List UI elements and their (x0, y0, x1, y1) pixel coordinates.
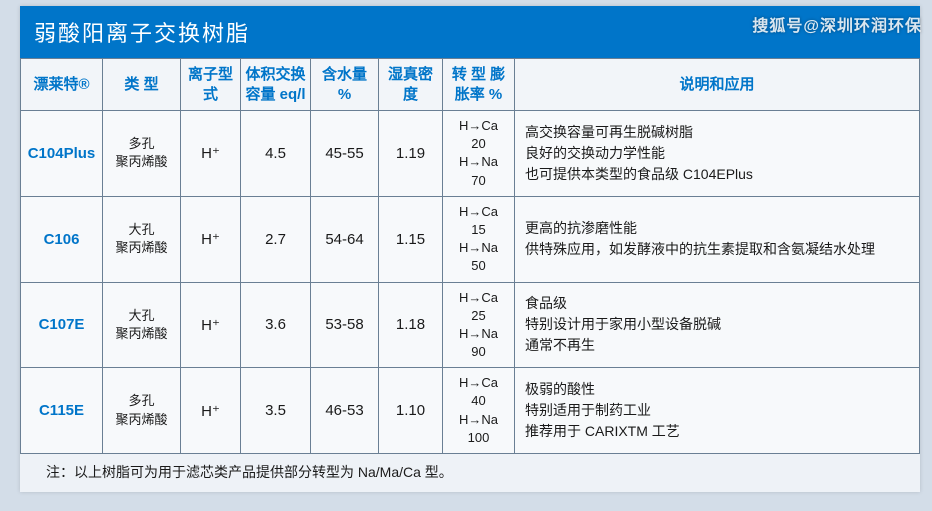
cell-model: C115E (21, 368, 103, 454)
cell-conv: H→Ca20H→Na70 (443, 111, 515, 197)
cell-density: 1.15 (379, 196, 443, 282)
table-row: C104Plus多孔聚丙烯酸H⁺4.545-551.19H→Ca20H→Na70… (21, 111, 920, 197)
cell-model: C104Plus (21, 111, 103, 197)
cell-cap: 2.7 (241, 196, 311, 282)
cell-water: 45-55 (311, 111, 379, 197)
cell-cap: 3.5 (241, 368, 311, 454)
cell-desc: 更高的抗渗磨性能供特殊应用，如发酵液中的抗生素提取和含氨凝结水处理 (515, 196, 920, 282)
cell-cap: 4.5 (241, 111, 311, 197)
cell-ion: H⁺ (181, 282, 241, 368)
col-type: 类 型 (103, 59, 181, 111)
cell-density: 1.18 (379, 282, 443, 368)
cell-desc: 高交换容量可再生脱碱树脂良好的交换动力学性能也可提供本类型的食品级 C104EP… (515, 111, 920, 197)
col-ion: 离子型式 (181, 59, 241, 111)
document-page: 弱酸阳离子交换树脂 漂莱特® 类 型 离子型式 体积交换容量 eq/l 含水量 … (20, 6, 920, 492)
col-water: 含水量 % (311, 59, 379, 111)
col-conv: 转 型 膨胀率 % (443, 59, 515, 111)
cell-type: 大孔聚丙烯酸 (103, 196, 181, 282)
col-cap: 体积交换容量 eq/l (241, 59, 311, 111)
col-density: 湿真密度 (379, 59, 443, 111)
col-desc: 说明和应用 (515, 59, 920, 111)
cell-conv: H→Ca15H→Na50 (443, 196, 515, 282)
cell-type: 多孔聚丙烯酸 (103, 368, 181, 454)
cell-water: 53-58 (311, 282, 379, 368)
cell-density: 1.19 (379, 111, 443, 197)
cell-desc: 极弱的酸性特别适用于制药工业推荐用于 CARIXTM 工艺 (515, 368, 920, 454)
cell-water: 54-64 (311, 196, 379, 282)
cell-model: C107E (21, 282, 103, 368)
col-model: 漂莱特® (21, 59, 103, 111)
watermark-text: 搜狐号@深圳环润环保 (752, 12, 922, 36)
cell-cap: 3.6 (241, 282, 311, 368)
table-row: C106大孔聚丙烯酸H⁺2.754-641.15H→Ca15H→Na50更高的抗… (21, 196, 920, 282)
table-row: C115E多孔聚丙烯酸H⁺3.546-531.10H→Ca40H→Na100极弱… (21, 368, 920, 454)
cell-conv: H→Ca40H→Na100 (443, 368, 515, 454)
cell-desc: 食品级特别设计用于家用小型设备脱碱通常不再生 (515, 282, 920, 368)
table-row: C107E大孔聚丙烯酸H⁺3.653-581.18H→Ca25H→Na90食品级… (21, 282, 920, 368)
cell-ion: H⁺ (181, 196, 241, 282)
cell-ion: H⁺ (181, 368, 241, 454)
resin-table: 漂莱特® 类 型 离子型式 体积交换容量 eq/l 含水量 % 湿真密度 转 型… (20, 58, 920, 454)
cell-ion: H⁺ (181, 111, 241, 197)
cell-model: C106 (21, 196, 103, 282)
cell-type: 大孔聚丙烯酸 (103, 282, 181, 368)
cell-density: 1.10 (379, 368, 443, 454)
footnote-text: 注：以上树脂可为用于滤芯类产品提供部分转型为 Na/Ma/Ca 型。 (20, 454, 920, 486)
cell-conv: H→Ca25H→Na90 (443, 282, 515, 368)
cell-type: 多孔聚丙烯酸 (103, 111, 181, 197)
table-header-row: 漂莱特® 类 型 离子型式 体积交换容量 eq/l 含水量 % 湿真密度 转 型… (21, 59, 920, 111)
cell-water: 46-53 (311, 368, 379, 454)
